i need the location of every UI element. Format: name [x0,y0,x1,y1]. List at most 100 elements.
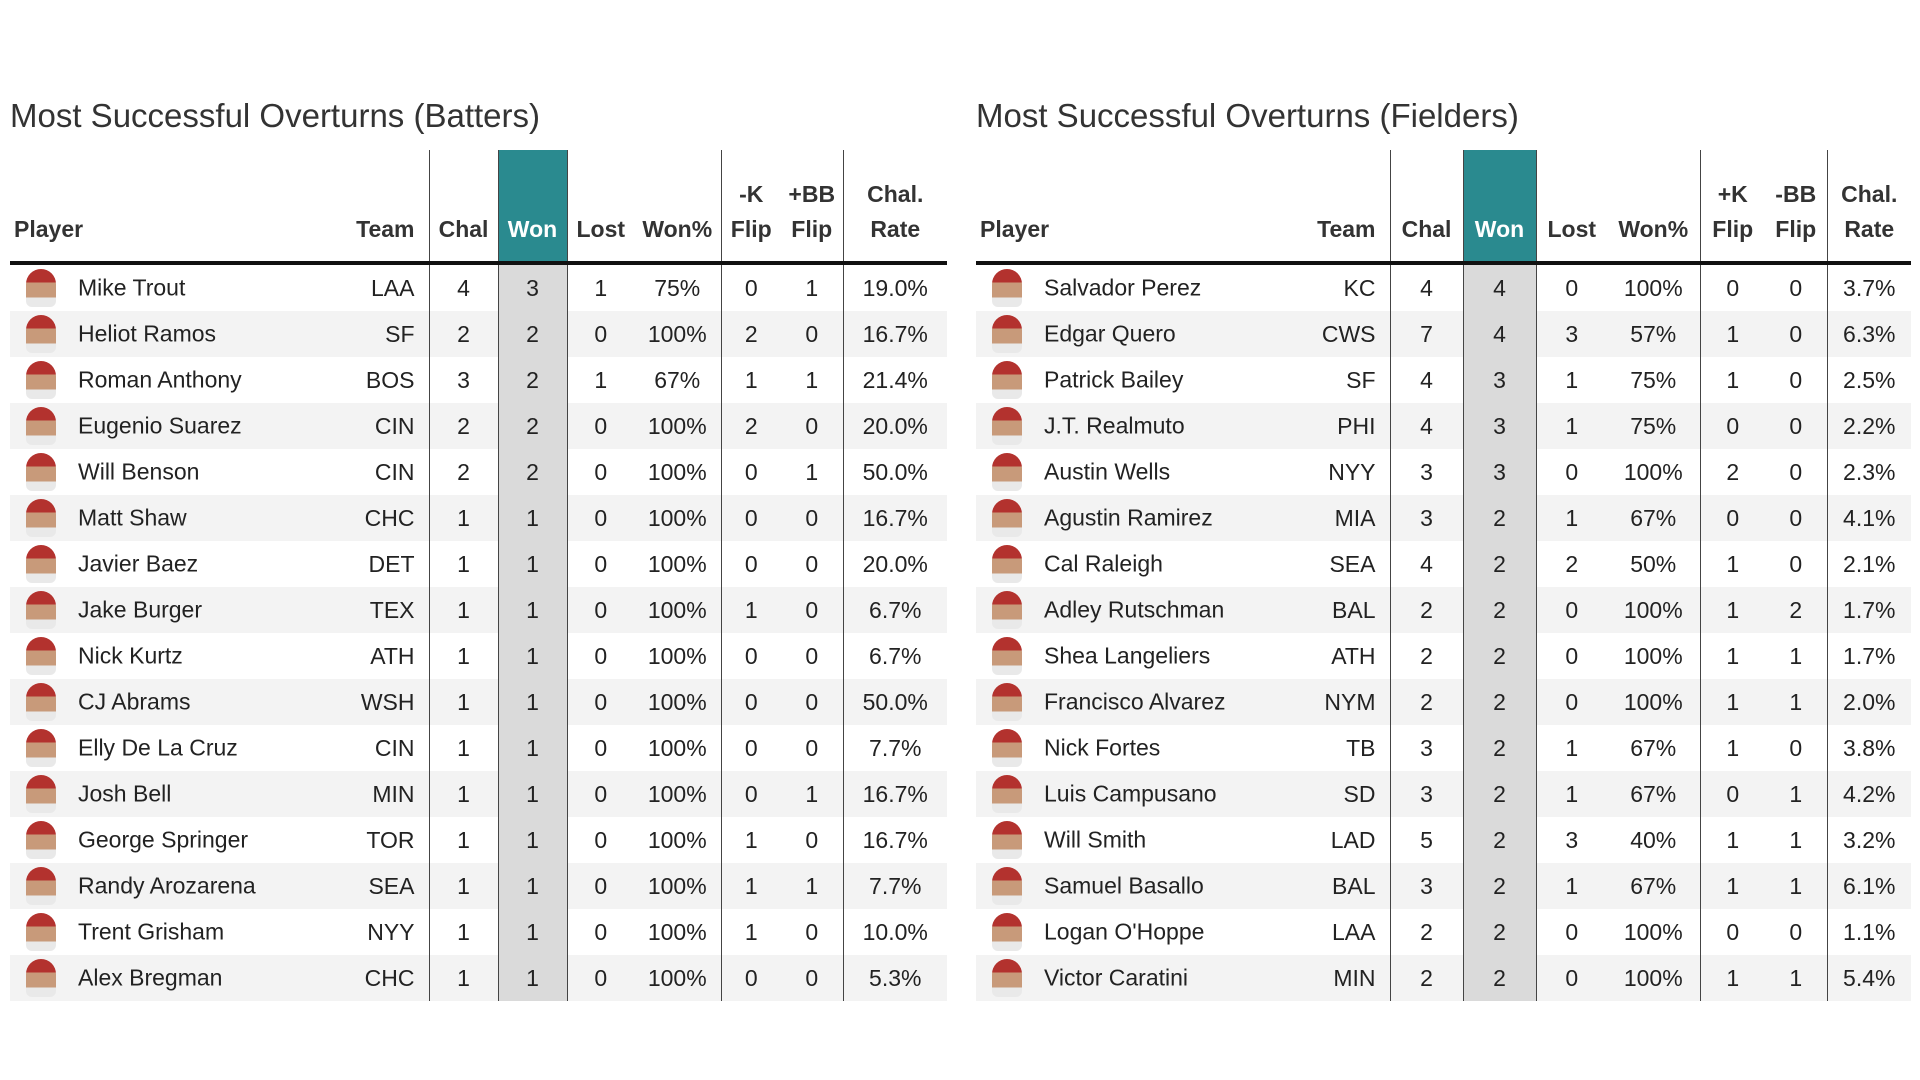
stat-cell: 1 [1700,955,1765,1001]
player-headshot [992,637,1022,675]
stat-cell: 100% [1607,955,1701,1001]
player-name: Matt Shaw [78,504,187,531]
player-cell: Javier Baez [10,541,343,587]
stat-cell: 7.7% [843,863,947,909]
player-headshot [26,683,56,721]
stat-cell: 0 [781,587,844,633]
stat-cell: 3 [1462,449,1537,495]
stat-cell: 0 [567,311,634,357]
column-header: Won [497,150,568,265]
stat-cell: 0 [721,955,781,1001]
stat-cell: 2 [1390,679,1463,725]
stat-cell: 5.4% [1827,955,1911,1001]
column-header: Chal [1390,150,1463,265]
stat-cell: TOR [343,817,430,863]
stat-cell: 6.3% [1827,311,1911,357]
player-cell: Edgar Quero [976,311,1304,357]
stat-cell: 1 [429,771,498,817]
stat-cell: MIN [343,771,430,817]
stat-cell: 5 [1420,826,1433,853]
stat-cell: 21.4% [862,366,928,393]
stat-cell: 4 [1420,550,1433,577]
player-cell: Agustin Ramirez [976,495,1304,541]
player-name: Nick Fortes [1044,734,1161,761]
stat-cell: 0 [594,826,608,853]
player-headshot [26,315,56,353]
player-cell: George Springer [10,817,343,863]
player-name: Logan O'Hoppe [1044,918,1205,945]
player-name: Shea Langeliers [1044,642,1211,669]
stat-cell: CIN [343,403,430,449]
player-name: Will Benson [78,458,200,485]
table-title: Most Successful Overturns (Batters) [10,97,540,134]
player-headshot [992,269,1022,307]
stat-cell: LAD [1304,817,1391,863]
stat-cell: 67% [1607,725,1701,771]
player-name: Luis Campusano [1044,780,1217,807]
stat-cell: 1 [1700,587,1765,633]
player-row: Jake Burger TEX 1 1 0 100% 1 0 6.7% [10,587,947,633]
stat-cell: 100% [1607,679,1701,725]
player-row: Randy Arozarena SEA 1 1 0 100% 1 1 7.7% [10,863,947,909]
stat-cell: 0 [781,725,844,771]
player-name: Mike Trout [78,274,186,301]
player-row: Logan O'Hoppe LAA 2 2 0 100% 0 0 1.1% [976,909,1911,955]
stat-cell: 0 [594,550,608,577]
stat-cell: 2 [497,311,568,357]
player-name: Jake Burger [78,596,203,623]
player-row: Cal Raleigh SEA 4 2 2 50% 1 0 2.1% [976,541,1911,587]
stat-cell: 0 [1536,587,1607,633]
stat-cell: 1 [497,771,568,817]
stat-cell: 1.7% [1843,642,1896,669]
stat-cell: 2 [497,403,568,449]
stat-cell: 100% [634,633,722,679]
player-row: Alex Bregman CHC 1 1 0 100% 0 0 5.3% [10,955,947,1001]
stat-cell: 20.0% [843,403,947,449]
stat-cell: 2 [1462,541,1537,587]
stat-cell: 100% [634,679,722,725]
stat-cell: 1 [1536,771,1607,817]
stat-cell: 4 [1462,311,1537,357]
player-row: Luis Campusano SD 3 2 1 67% 0 1 4.2% [976,771,1911,817]
stat-cell: 7 [1390,311,1463,357]
stat-cell: 1 [781,863,844,909]
stat-cell: 3 [1462,403,1537,449]
player-row: Trent Grisham NYY 1 1 0 100% 1 0 10.0% [10,909,947,955]
player-row: Javier Baez DET 1 1 0 100% 0 0 20.0% [10,541,947,587]
stat-cell: 4 [1420,274,1433,301]
stat-cell: WSH [343,679,430,725]
player-headshot [992,545,1022,583]
player-row: Josh Bell MIN 1 1 0 100% 0 1 16.7% [10,771,947,817]
stat-cell: 0 [1700,495,1765,541]
player-headshot [992,913,1022,951]
stat-cell: 10.0% [862,918,928,945]
stat-cell: 1 [429,495,498,541]
column-header: Won [1462,150,1537,265]
stat-cell: 40% [1607,817,1701,863]
stat-cell: 0 [744,458,758,485]
player-headshot [26,729,56,767]
stat-cell: 67% [1607,863,1701,909]
stat-cell: CWS [1304,311,1391,357]
player-row: Roman Anthony BOS 3 2 1 67% 1 1 21.4% [10,357,947,403]
stat-cell: 0 [1765,403,1828,449]
stat-cell: 0 [781,909,844,955]
stat-cell: 2 [721,311,781,357]
stat-cell: 50% [1607,541,1701,587]
player-name: Edgar Quero [1044,320,1176,347]
player-headshot [26,453,56,491]
stat-cell: 0 [594,734,608,761]
stat-cell: 100% [1607,587,1701,633]
stat-cell: 2 [429,403,498,449]
stat-cell: 1 [744,918,758,945]
player-headshot [26,775,56,813]
stat-cell: 5.3% [843,955,947,1001]
stat-cell: SF [1304,357,1391,403]
stat-cell: 1 [594,366,608,393]
stat-cell: 0 [567,587,634,633]
stat-cell: 1 [429,587,498,633]
player-name: Agustin Ramirez [1044,504,1213,531]
stat-cell: TEX [343,587,430,633]
stat-cell: 1 [1565,366,1579,393]
